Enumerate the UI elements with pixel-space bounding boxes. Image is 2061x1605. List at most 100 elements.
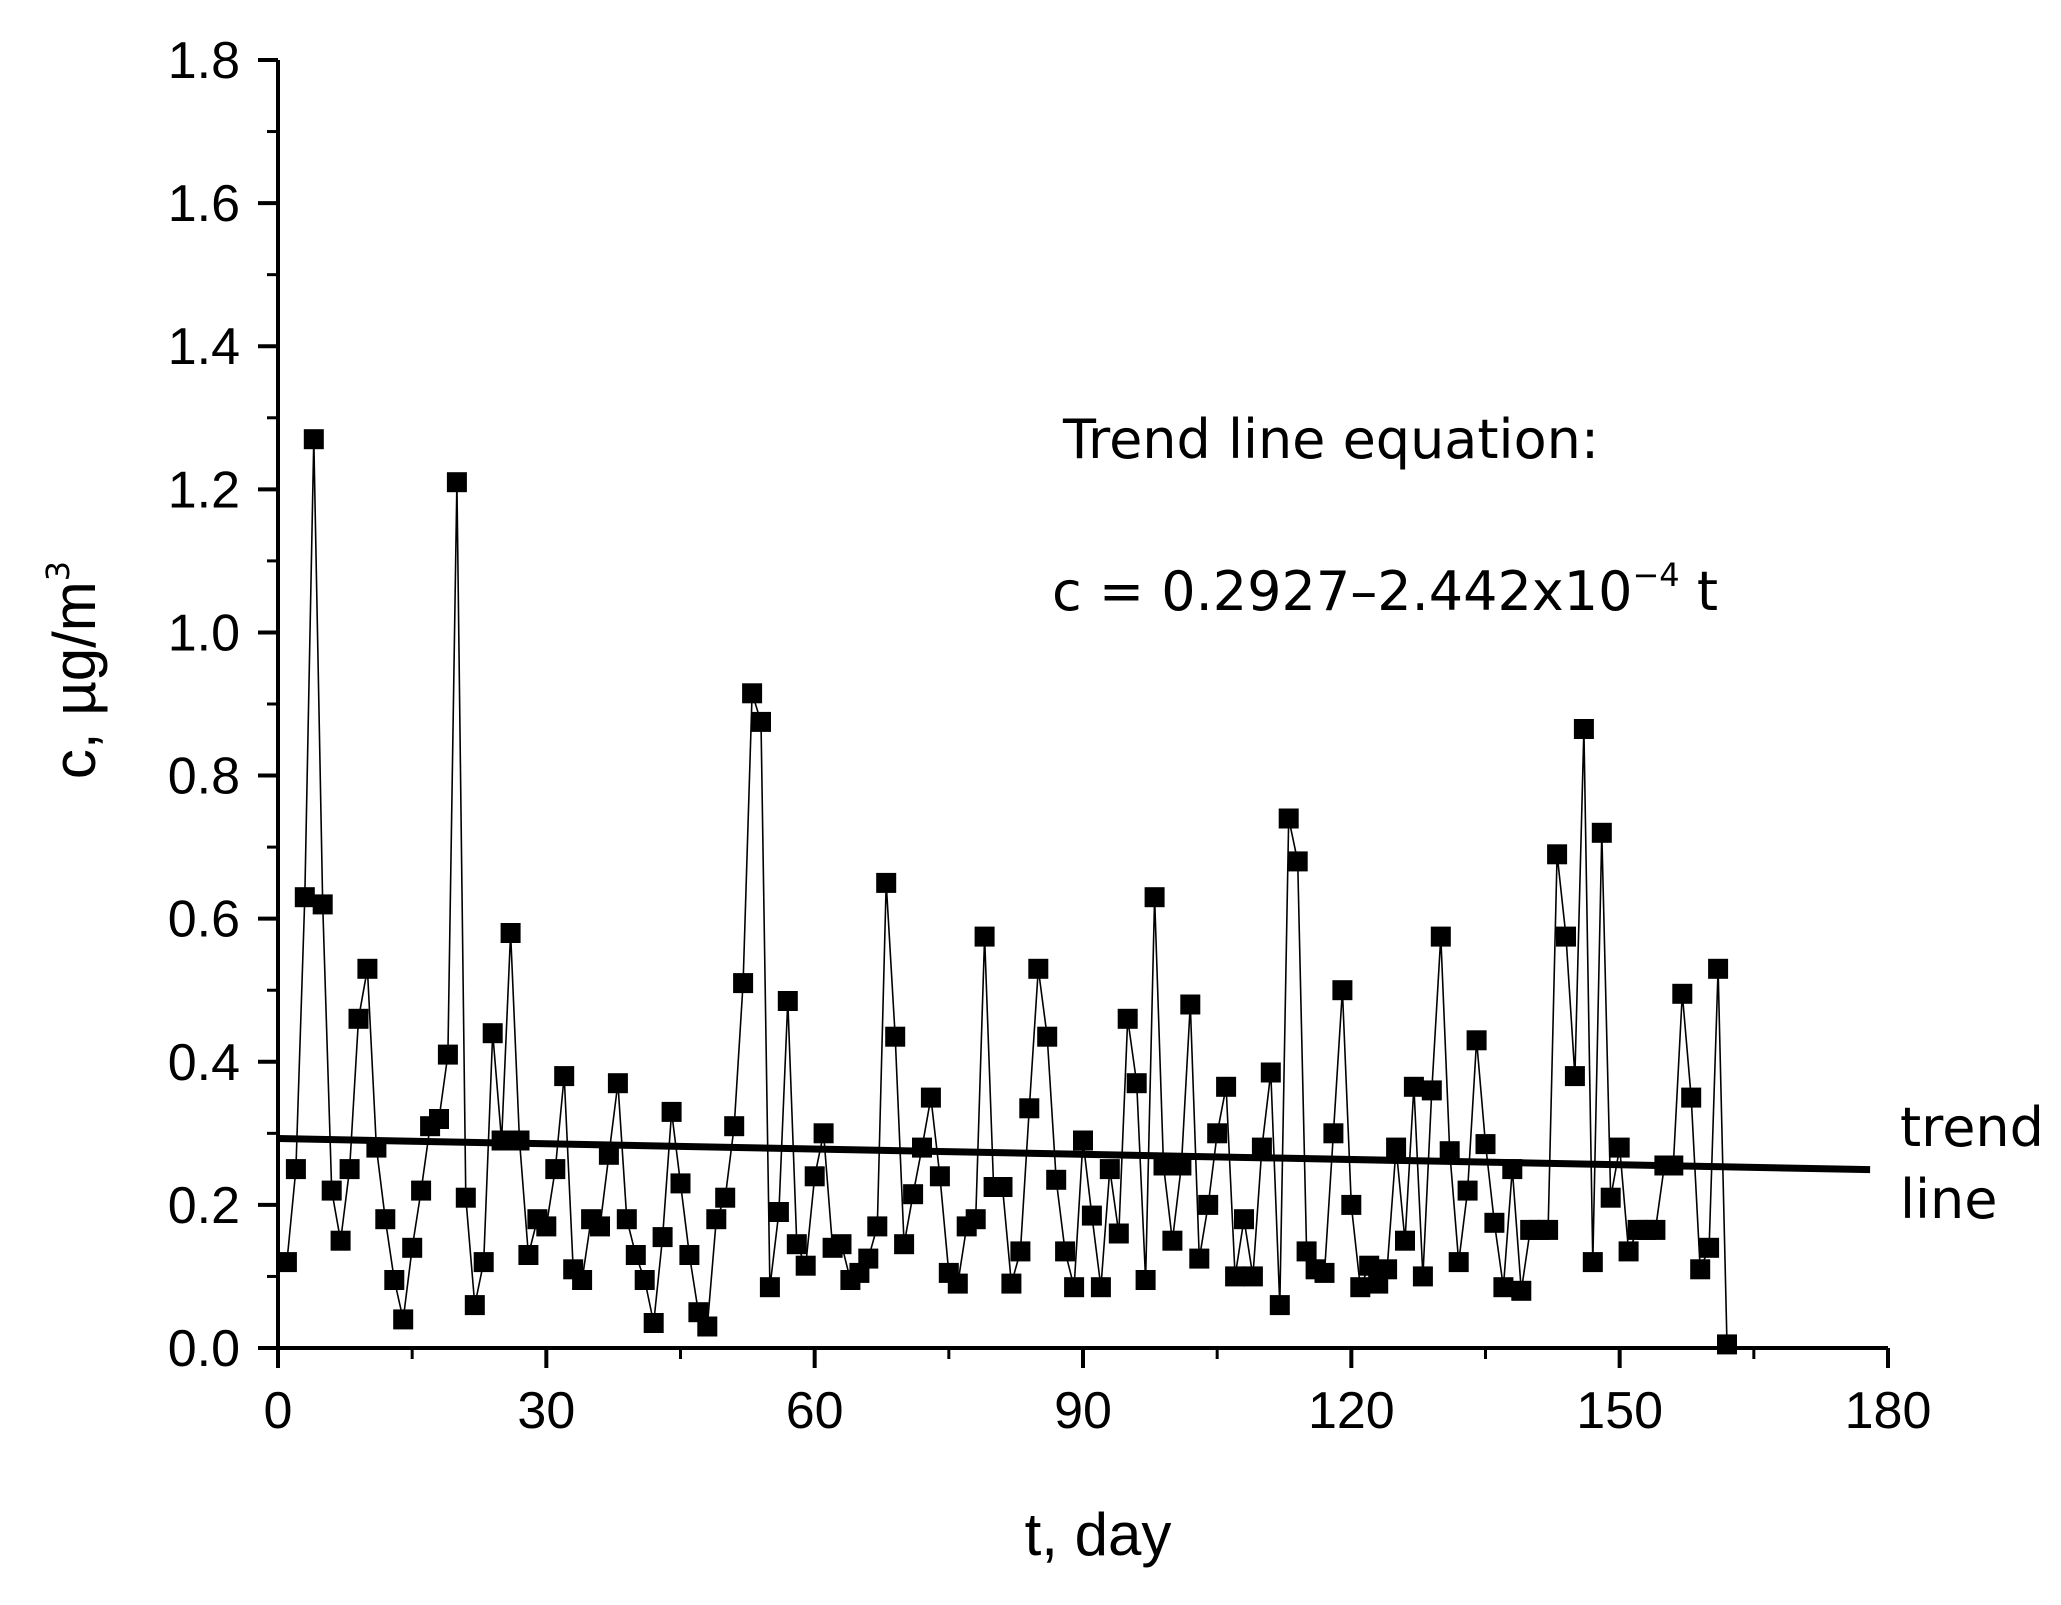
data-point (500, 923, 521, 943)
x-tick-label: 0 (264, 1382, 293, 1440)
data-point (1323, 1123, 1344, 1144)
data-point (1198, 1194, 1219, 1215)
data-point (1717, 1334, 1737, 1355)
data-point (1395, 1230, 1415, 1251)
data-point (1359, 1255, 1380, 1276)
data-point (1484, 1212, 1505, 1233)
data-point (1645, 1219, 1666, 1240)
data-point (312, 894, 333, 915)
data-point (598, 1144, 619, 1165)
data-point (1189, 1248, 1210, 1269)
data-point (429, 1109, 449, 1129)
data-point (348, 1008, 369, 1029)
trend-equation-exponent: −4 (1632, 556, 1679, 594)
data-point (518, 1245, 539, 1265)
data-point (965, 1209, 986, 1230)
data-point (1090, 1277, 1111, 1298)
data-point (768, 1202, 789, 1222)
data-point (1618, 1241, 1639, 1262)
data-point (920, 1087, 941, 1108)
data-point (1028, 958, 1049, 979)
data-point (1538, 1219, 1559, 1240)
data-point (1216, 1076, 1237, 1097)
trend-line-label-1: trend (1900, 1096, 2044, 1159)
data-point (1430, 926, 1451, 947)
data-point (804, 1166, 825, 1187)
data-point (992, 1177, 1013, 1197)
data-point (697, 1316, 718, 1337)
data-point (1377, 1259, 1398, 1280)
data-point (455, 1187, 476, 1208)
data-point (464, 1295, 485, 1316)
data-point (1269, 1295, 1290, 1316)
data-point (402, 1237, 423, 1258)
data-point (706, 1209, 727, 1230)
data-point (1600, 1187, 1621, 1208)
data-point (1126, 1073, 1147, 1094)
data-point (1609, 1137, 1630, 1158)
series-connector-lines (286, 439, 1728, 1345)
data-point (1708, 958, 1729, 979)
data-point (1556, 926, 1576, 947)
data-point (652, 1227, 673, 1248)
data-point (1180, 994, 1201, 1015)
data-point (1350, 1277, 1371, 1298)
trend-equation-heading: Trend line equation: (1062, 408, 1599, 471)
ticks: 0.0 0.2 0.4 0.6 0.8 1.0 1.2 1.4 1.6 1.8 0 30 60 90 120… (168, 32, 1932, 1440)
data-point (1278, 808, 1299, 829)
data-point (1672, 983, 1693, 1004)
data-point (330, 1230, 351, 1251)
data-point (813, 1123, 834, 1144)
data-point (795, 1255, 816, 1276)
data-point (607, 1073, 628, 1094)
data-point (903, 1184, 924, 1205)
data-point (509, 1130, 530, 1151)
data-point (303, 429, 324, 450)
data-point (1037, 1026, 1058, 1047)
y-tick-label: 1.8 (168, 32, 240, 90)
data-point (1108, 1223, 1129, 1244)
data-point (1511, 1280, 1532, 1301)
data-point (1591, 822, 1612, 843)
data-point (1547, 844, 1568, 865)
data-point (616, 1209, 637, 1230)
y-tick-label: 0.2 (168, 1177, 240, 1235)
data-point (384, 1270, 405, 1290)
y-tick-label: 1.4 (168, 318, 240, 376)
trend-line-group (277, 1135, 1871, 1174)
data-point (831, 1234, 852, 1255)
data-point (411, 1180, 432, 1201)
data-point (1055, 1241, 1076, 1262)
data-point (661, 1101, 682, 1122)
data-point (446, 472, 467, 493)
data-point (393, 1309, 414, 1330)
data-point (1287, 851, 1308, 872)
x-tick-label: 60 (786, 1382, 844, 1440)
data-point (643, 1313, 664, 1333)
data-point (1502, 1159, 1523, 1180)
x-tick-label: 90 (1054, 1382, 1112, 1440)
data-point (1171, 1155, 1192, 1176)
data-point (276, 1252, 297, 1273)
data-point (1582, 1252, 1603, 1273)
data-point (1663, 1155, 1684, 1176)
data-point (733, 973, 754, 994)
data-point (1073, 1130, 1093, 1151)
data-point (536, 1216, 557, 1237)
x-tick-label: 30 (517, 1382, 575, 1440)
data-point (473, 1252, 494, 1273)
data-point (1332, 980, 1353, 1001)
data-point (285, 1159, 306, 1180)
data-point (1457, 1180, 1478, 1201)
data-point (751, 711, 771, 732)
data-point (482, 1023, 503, 1044)
data-point (625, 1245, 646, 1265)
data-point (1341, 1194, 1362, 1215)
y-tick-label: 1.6 (168, 175, 240, 233)
data-point (947, 1273, 968, 1294)
data-point (1234, 1209, 1254, 1230)
data-point (759, 1277, 780, 1298)
y-axis-title-base: c, µg/m (41, 581, 108, 779)
y-tick-label: 1.0 (168, 604, 240, 662)
